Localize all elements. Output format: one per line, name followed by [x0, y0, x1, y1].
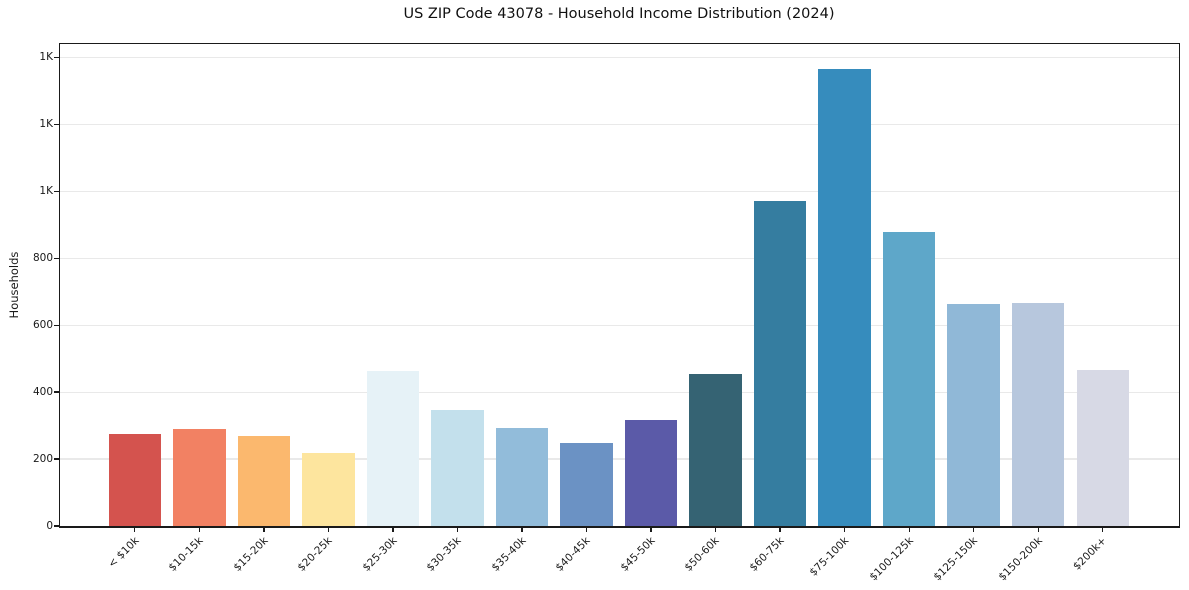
y-tick-label: 400	[32, 385, 53, 398]
plot-area	[59, 44, 1179, 526]
bar	[302, 453, 355, 526]
x-tick-mark	[1037, 527, 1039, 532]
right-spine	[1178, 43, 1180, 528]
y-tick-mark	[54, 123, 59, 125]
bar	[366, 371, 420, 526]
x-tick-mark	[908, 527, 910, 532]
y-tick-mark	[54, 257, 59, 259]
bar	[624, 419, 678, 526]
x-tick-label: $200k+	[945, 533, 1109, 573]
gridline	[59, 190, 1179, 192]
x-tick-mark	[134, 527, 136, 532]
bar	[1076, 370, 1129, 526]
chart-title: US ZIP Code 43078 - Household Income Dis…	[403, 6, 835, 22]
x-axis	[58, 526, 1180, 528]
y-tick-label: 200	[32, 452, 53, 465]
gridline	[59, 324, 1179, 326]
y-tick-mark	[54, 458, 59, 460]
bar	[108, 433, 162, 526]
bar	[495, 427, 549, 526]
x-tick-mark	[456, 527, 459, 532]
gridline	[59, 257, 1179, 259]
x-tick-mark	[198, 527, 200, 532]
y-tick-mark	[54, 391, 59, 393]
x-tick-mark	[327, 527, 330, 532]
x-tick-mark	[585, 527, 588, 532]
bar	[753, 201, 807, 526]
y-tick-mark	[54, 324, 59, 326]
y-tick-label: 1K	[39, 184, 53, 197]
y-tick-mark	[54, 190, 59, 192]
bar	[689, 374, 742, 526]
y-tick-label: 1K	[39, 50, 53, 63]
y-tick-mark	[54, 525, 59, 527]
x-tick-mark	[521, 527, 523, 532]
bar	[882, 232, 936, 526]
gridline	[59, 56, 1179, 58]
y-tick-label: 800	[32, 251, 53, 264]
bar	[560, 442, 613, 526]
y-tick-label: 600	[32, 318, 53, 331]
y-axis	[58, 43, 61, 528]
x-tick-mark	[650, 527, 652, 532]
x-tick-mark	[843, 527, 846, 532]
bar	[1011, 302, 1065, 526]
x-tick-mark	[973, 527, 975, 532]
y-tick-mark	[54, 56, 59, 59]
x-tick-mark	[263, 527, 265, 532]
x-tick-mark	[714, 527, 717, 532]
y-tick-label: 0	[46, 519, 53, 532]
gridline	[59, 458, 1179, 460]
gridline	[59, 391, 1179, 393]
bar	[818, 69, 871, 526]
x-tick-mark	[1102, 527, 1104, 532]
x-tick-label-text: $200k+	[1071, 534, 1109, 573]
bar	[431, 409, 484, 526]
gridline	[59, 123, 1179, 125]
bar	[947, 304, 1000, 526]
y-tick-label: 1K	[39, 117, 53, 130]
top-spine	[58, 43, 1180, 45]
bar	[173, 429, 226, 526]
x-tick-mark	[779, 527, 781, 532]
x-tick-mark	[392, 527, 394, 532]
bar	[237, 435, 291, 526]
